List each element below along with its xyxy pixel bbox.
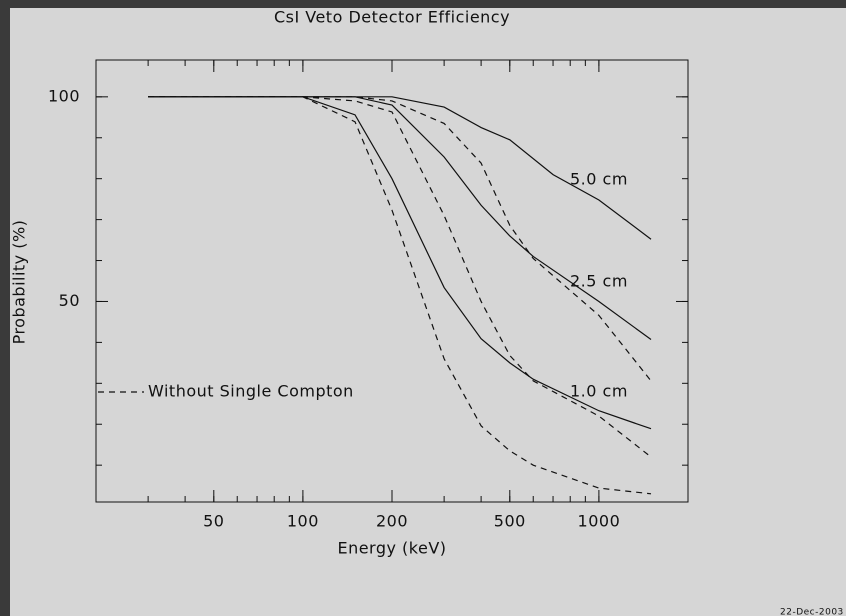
x-tick-label: 100	[287, 512, 319, 531]
curve-label: 1.0 cm	[570, 382, 628, 401]
timestamp: 22-Dec-2003 15:54	[780, 608, 846, 616]
line	[148, 96, 652, 458]
y-tick-label: 50	[59, 291, 80, 310]
x-tick-label: 1000	[578, 512, 621, 531]
curve-label: 2.5 cm	[570, 272, 628, 291]
x-tick-label: 200	[376, 512, 408, 531]
y-tick-label: 100	[48, 86, 80, 105]
chart-title: CsI Veto Detector Efficiency	[274, 8, 510, 27]
x-axis-label: Energy (keV)	[337, 539, 446, 558]
legend-label: Without Single Compton	[148, 382, 354, 401]
x-tick-label: 50	[203, 512, 224, 531]
line	[148, 96, 652, 382]
x-tick-label: 500	[494, 512, 526, 531]
line	[148, 96, 652, 495]
curve-label: 5.0 cm	[570, 170, 628, 189]
line	[148, 96, 652, 430]
background	[10, 8, 846, 616]
y-axis-label: Probability (%)	[10, 220, 29, 345]
